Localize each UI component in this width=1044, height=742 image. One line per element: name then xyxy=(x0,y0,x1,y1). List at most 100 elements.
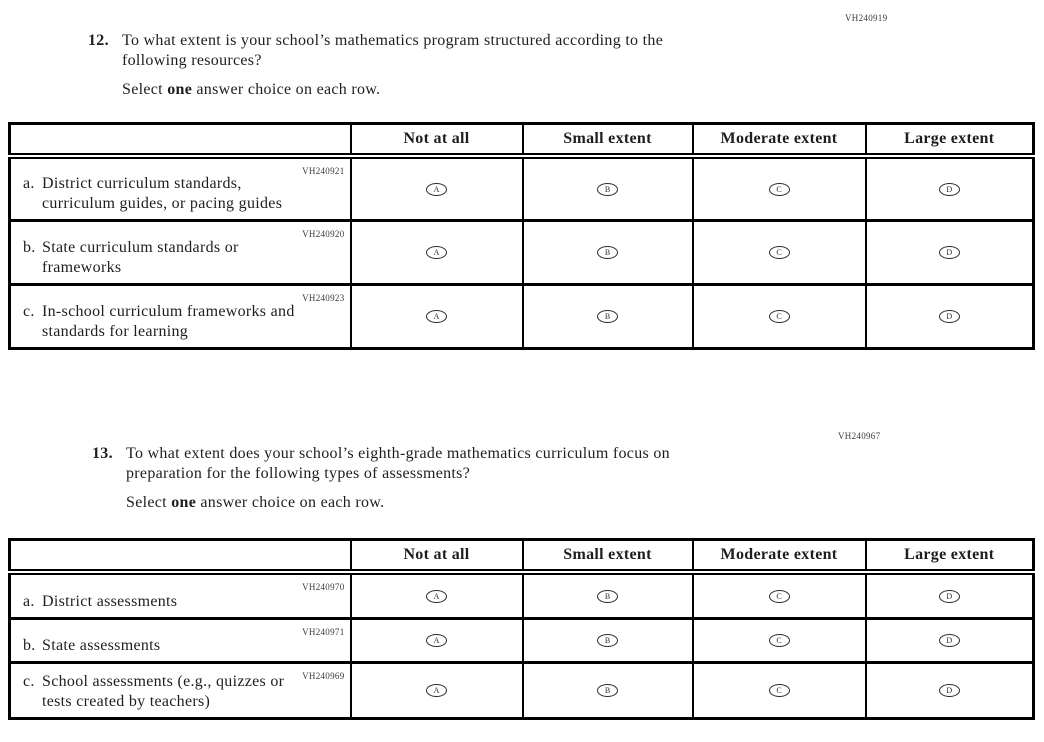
row-label: c. In-school curriculum frameworks and s… xyxy=(23,302,344,342)
column-header-moderate-extent: Moderate extent xyxy=(691,538,867,575)
answer-cell: A xyxy=(349,570,524,620)
answer-oval[interactable]: A xyxy=(426,309,447,323)
row-label-text: State assessments xyxy=(42,636,161,654)
answer-oval[interactable]: C xyxy=(768,245,790,259)
oval-letter: D xyxy=(946,311,953,321)
question-text: To what extent does your school’s eighth… xyxy=(126,444,670,484)
table-row-a: VH240970 a. District assessments A B C D xyxy=(8,570,1035,620)
answer-cell: B xyxy=(521,218,694,286)
table-row-c: VH240969 c. School assessments (e.g., qu… xyxy=(8,660,1035,720)
answer-oval[interactable]: C xyxy=(768,589,790,603)
column-header-moderate-extent: Moderate extent xyxy=(691,122,867,159)
table-row-a: VH240921 a. District curriculum standard… xyxy=(8,154,1035,222)
row-label: b. State assessments xyxy=(23,636,344,656)
answer-cell: D xyxy=(864,218,1035,286)
answer-oval[interactable]: A xyxy=(426,245,447,259)
answer-oval[interactable]: D xyxy=(938,683,960,697)
answer-oval[interactable]: A xyxy=(426,633,447,647)
answer-cell: C xyxy=(691,282,867,350)
answer-cell: C xyxy=(691,570,867,620)
answer-oval[interactable]: A xyxy=(426,589,447,603)
oval-letter: B xyxy=(604,247,611,257)
row-letter: b. xyxy=(23,636,36,654)
answer-oval[interactable]: C xyxy=(768,633,790,647)
oval-letter: B xyxy=(604,685,611,695)
answer-oval[interactable]: C xyxy=(768,683,790,697)
instruction-text: Select one answer choice on each row. xyxy=(126,493,670,513)
oval-letter: C xyxy=(776,247,782,257)
row-label-text: State curriculum standards or frameworks xyxy=(42,238,239,276)
row-label: b. State curriculum standards or framewo… xyxy=(23,238,344,278)
answer-oval[interactable]: D xyxy=(938,182,960,196)
oval-letter: A xyxy=(433,311,440,321)
answer-oval[interactable]: B xyxy=(597,633,618,647)
column-header-not-at-all: Not at all xyxy=(349,538,524,575)
row-accession-code: VH240970 xyxy=(302,582,345,592)
answer-cell: D xyxy=(864,282,1035,350)
table-row-b: VH240920 b. State curriculum standards o… xyxy=(8,218,1035,286)
oval-letter: C xyxy=(776,591,782,601)
answer-oval[interactable]: C xyxy=(768,182,790,196)
oval-letter: D xyxy=(946,635,953,645)
answer-oval[interactable]: D xyxy=(938,633,960,647)
question-text-line: preparation for the following types of a… xyxy=(126,465,471,482)
answer-oval[interactable]: B xyxy=(597,182,618,196)
oval-letter: D xyxy=(946,591,953,601)
answer-cell: B xyxy=(521,616,694,664)
oval-letter: D xyxy=(946,247,953,257)
answer-oval[interactable]: B xyxy=(597,245,618,259)
oval-letter: A xyxy=(433,591,440,601)
answer-cell: D xyxy=(864,660,1035,720)
blank-header-cell xyxy=(8,122,352,159)
answer-oval[interactable]: A xyxy=(426,683,447,697)
oval-letter: B xyxy=(604,311,611,321)
answer-oval[interactable]: B xyxy=(597,309,618,323)
question-13: 13. To what extent does your school’s ei… xyxy=(92,444,670,513)
answer-oval[interactable]: B xyxy=(597,683,618,697)
row-label-cell: VH240971 b. State assessments xyxy=(8,616,352,664)
question-12: 12. To what extent is your school’s math… xyxy=(88,31,663,100)
answer-oval[interactable]: D xyxy=(938,589,960,603)
question-13-accession-code: VH240967 xyxy=(838,431,881,441)
answer-oval[interactable]: C xyxy=(768,309,790,323)
answer-oval[interactable]: D xyxy=(938,245,960,259)
question-text: To what extent is your school’s mathemat… xyxy=(122,31,663,71)
row-label: a. District curriculum standards, curric… xyxy=(23,174,344,214)
answer-oval[interactable]: A xyxy=(426,182,447,196)
instruction-bold-word: one xyxy=(171,494,197,511)
answer-cell: A xyxy=(349,154,524,222)
instruction-prefix: Select xyxy=(122,81,168,98)
row-label-cell: VH240970 a. District assessments xyxy=(8,570,352,620)
blank-header-cell xyxy=(8,538,352,575)
column-header-not-at-all: Not at all xyxy=(349,122,524,159)
oval-letter: B xyxy=(604,184,611,194)
row-label-cell: VH240920 b. State curriculum standards o… xyxy=(8,218,352,286)
instruction-bold-word: one xyxy=(167,81,193,98)
column-header-small-extent: Small extent xyxy=(521,538,694,575)
answer-cell: D xyxy=(864,570,1035,620)
row-label-text: District curriculum standards, curriculu… xyxy=(42,174,283,212)
answer-cell: A xyxy=(349,660,524,720)
row-accession-code: VH240923 xyxy=(302,292,345,303)
q13-answer-table: Not at all Small extent Moderate extent … xyxy=(8,538,1035,720)
answer-cell: C xyxy=(691,616,867,664)
row-label-cell: VH240921 a. District curriculum standard… xyxy=(8,154,352,222)
answer-cell: B xyxy=(521,570,694,620)
table-header-row: Not at all Small extent Moderate extent … xyxy=(8,538,1035,575)
oval-letter: C xyxy=(776,685,782,695)
oval-letter: C xyxy=(776,184,782,194)
answer-cell: B xyxy=(521,282,694,350)
answer-cell: A xyxy=(349,218,524,286)
row-label: a. District assessments xyxy=(23,592,344,612)
column-header-small-extent: Small extent xyxy=(521,122,694,159)
oval-letter: C xyxy=(776,311,782,321)
oval-letter: A xyxy=(433,247,440,257)
oval-letter: A xyxy=(433,685,440,695)
answer-oval[interactable]: D xyxy=(938,309,960,323)
answer-cell: B xyxy=(521,660,694,720)
answer-oval[interactable]: B xyxy=(597,589,618,603)
row-letter: a. xyxy=(23,174,35,192)
row-accession-code: VH240969 xyxy=(302,670,345,681)
row-label: c. School assessments (e.g., quizzes or … xyxy=(23,672,344,712)
